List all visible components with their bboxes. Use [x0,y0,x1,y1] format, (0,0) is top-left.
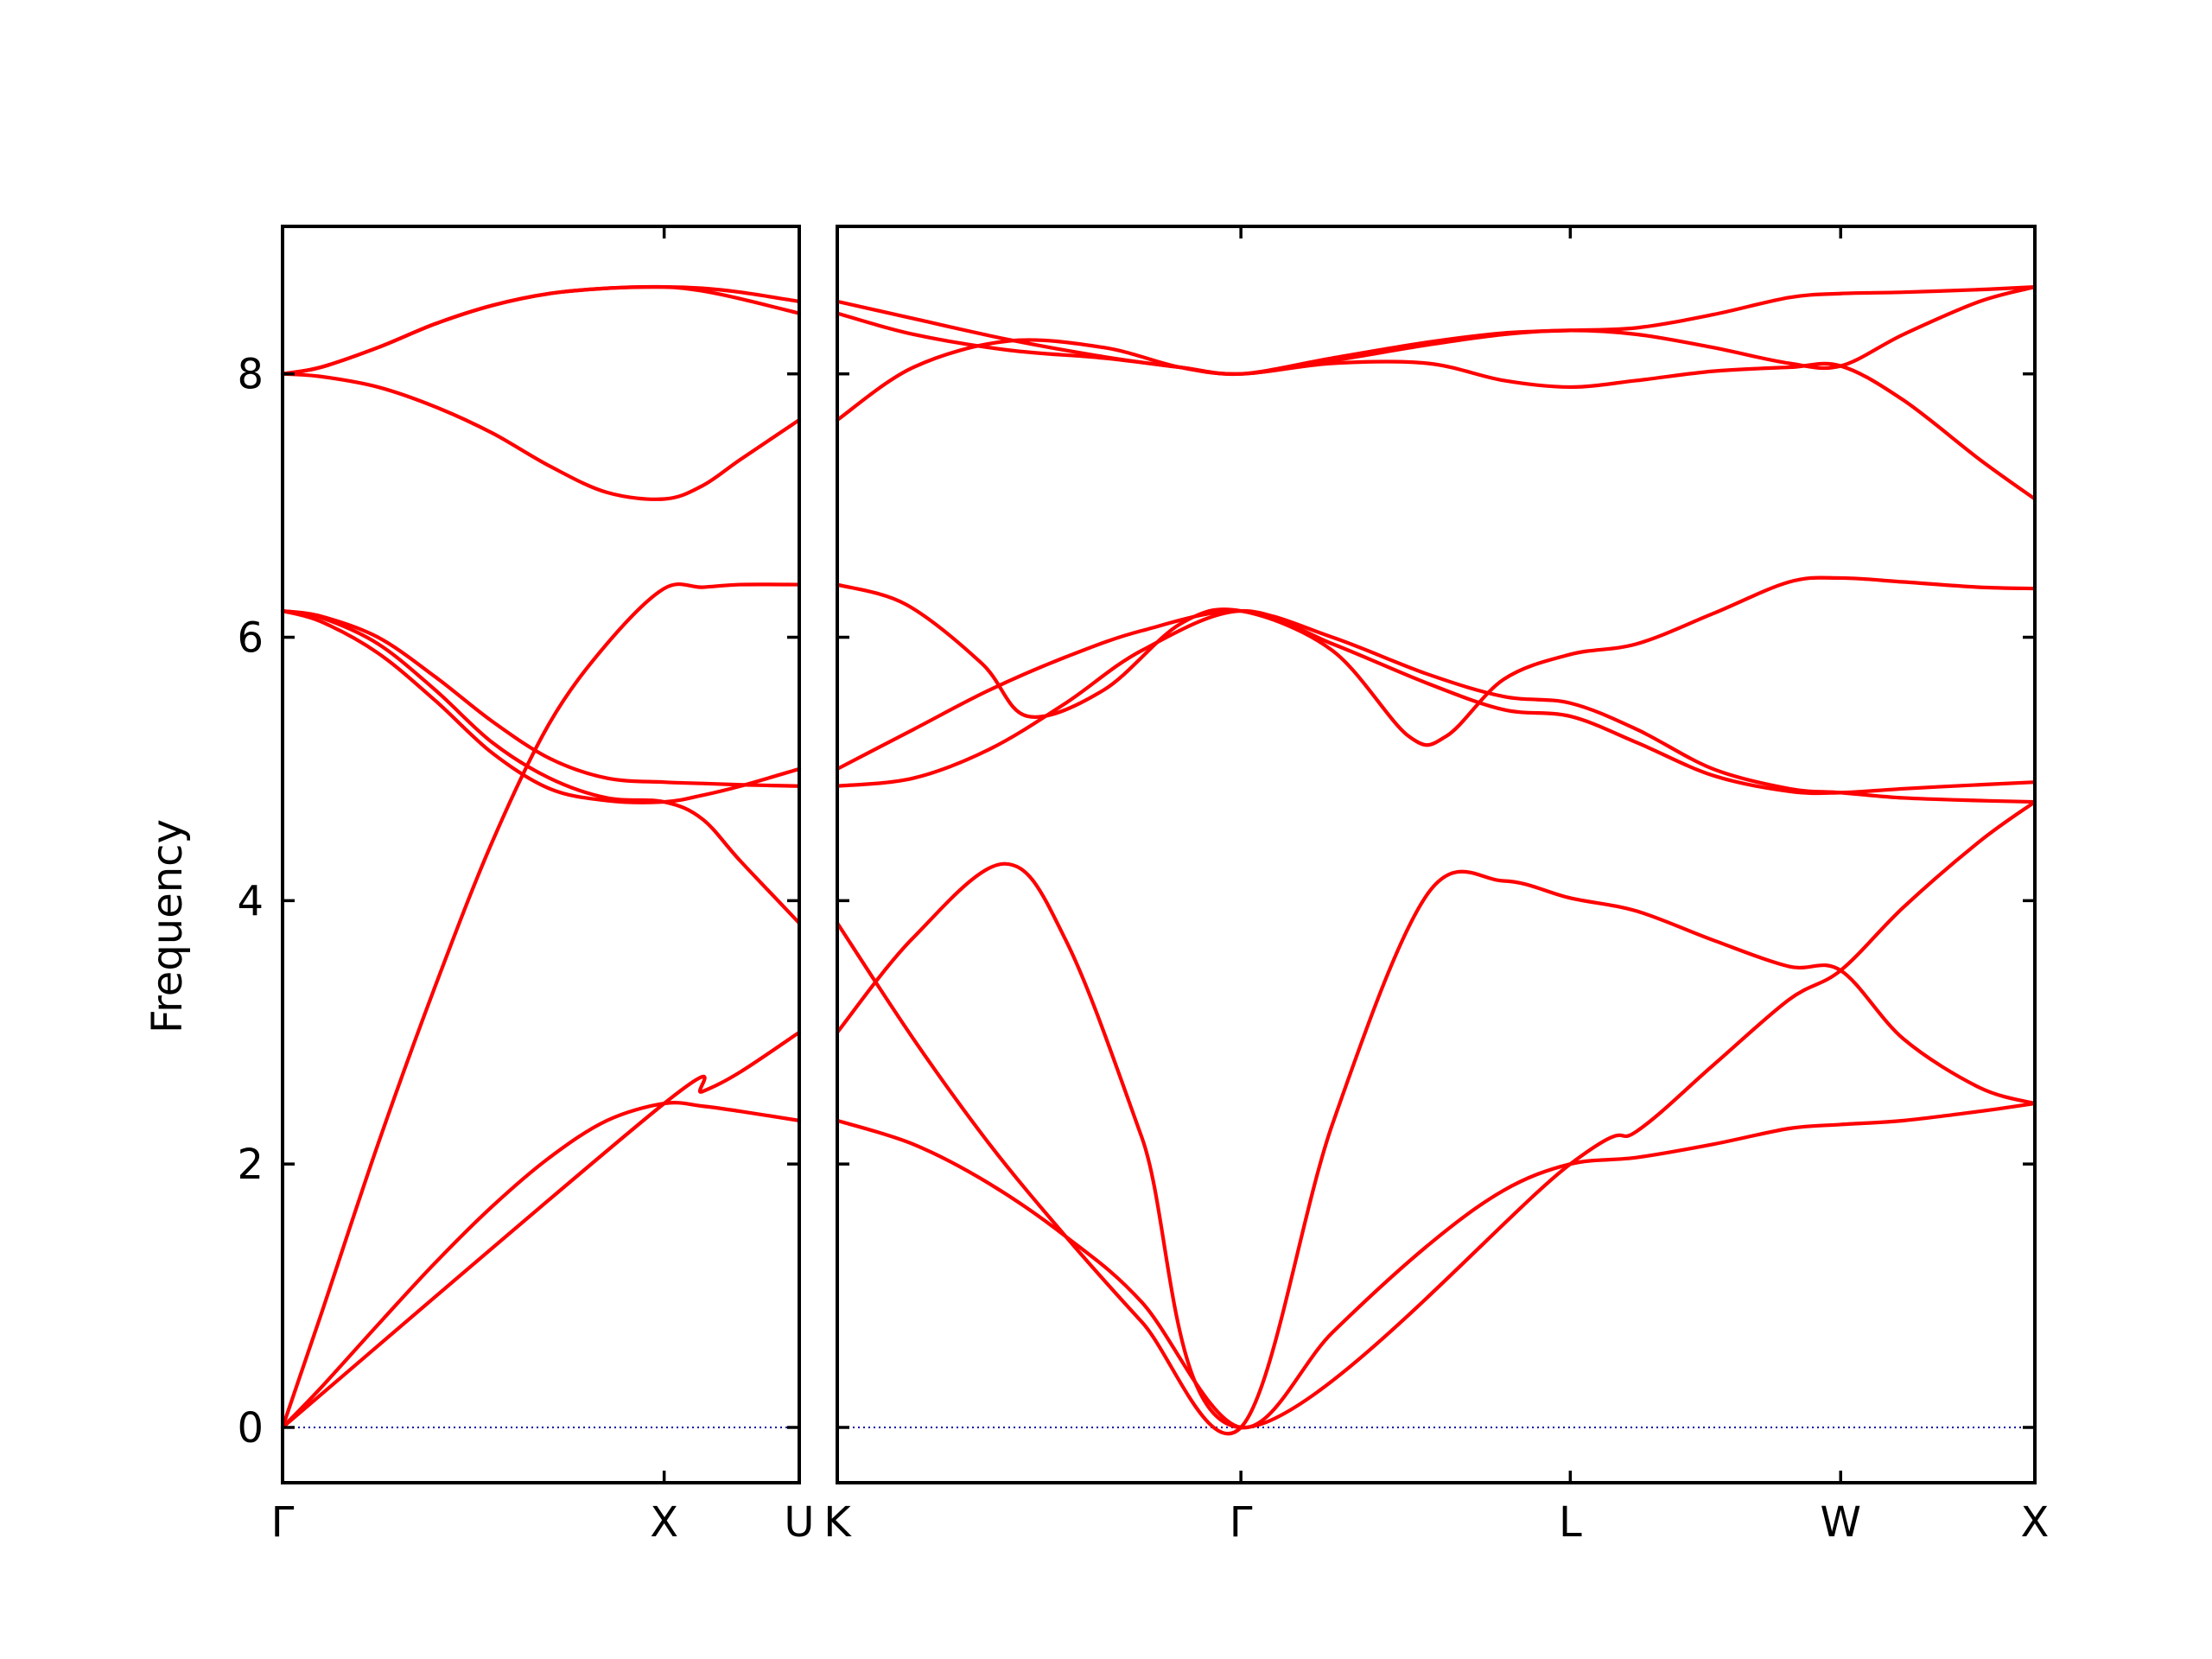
x-tick-label: X [2021,1498,2050,1547]
phonon-band-5 [280,608,802,804]
phonon-band-9 [280,285,802,376]
phonon-band-2 [280,582,802,1430]
x-tick-label: U [784,1498,814,1547]
y-tick-label: 8 [237,351,264,399]
phonon-band-8 [280,284,802,376]
phonon-band-7 [280,372,802,501]
phonon-band-9 [835,285,2037,377]
y-tick-label: 4 [237,877,264,925]
phonon-band-6 [280,608,802,788]
x-tick-label: X [650,1498,678,1547]
phonon-band-7 [835,338,2037,501]
plot-frame [836,225,2037,1484]
plot-frame [281,225,801,1484]
x-tick-label: Γ [1230,1498,1253,1547]
y-tick-label: 6 [237,614,264,663]
phonon-band-3 [835,799,2037,1430]
x-tick-label: L [1559,1498,1582,1547]
phonon-band-1 [280,1101,802,1430]
phonon-band-6 [835,575,2037,747]
phonon-band-5 [835,608,2037,804]
phonon-band-8 [835,285,2037,376]
left-panel: 0 2 4 6 8 Γ X U [237,225,815,1547]
phonon-band-4 [835,608,2037,796]
y-tick-label: 0 [237,1404,264,1452]
phonon-band-3 [280,1030,802,1430]
y-axis-label: Frequency [143,819,192,1033]
x-tick-label: W [1821,1498,1861,1547]
x-tick-label: Γ [271,1498,295,1547]
x-tick-label: K [823,1498,852,1547]
phonon-band-4 [280,608,802,925]
y-tick-label: 2 [237,1141,264,1189]
phonon-band-1 [835,1101,2037,1430]
